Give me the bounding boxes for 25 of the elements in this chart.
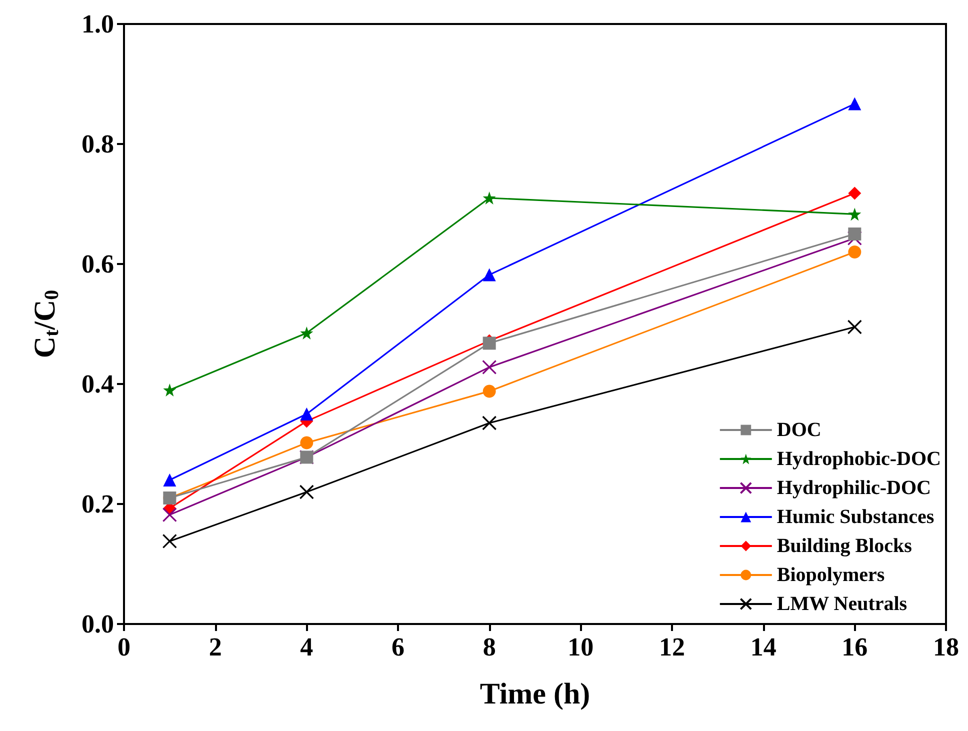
y-tick-label: 0.4 <box>82 370 114 398</box>
y-tick-label: 0.0 <box>82 610 114 638</box>
x-tick-label: 12 <box>659 632 685 662</box>
x-tick-label: 2 <box>208 632 222 662</box>
legend-label: LMW Neutrals <box>776 593 908 615</box>
y-axis-title: Ct/C0 <box>28 290 63 358</box>
y-tick-label: 1.0 <box>82 10 114 38</box>
x-tick-label: 6 <box>392 632 404 662</box>
y-tick-label: 0.8 <box>82 130 114 158</box>
legend-label: Hydrophilic-DOC <box>776 477 931 499</box>
x-tick-label: 16 <box>842 632 868 662</box>
legend-label: Biopolymers <box>776 564 885 586</box>
y-tick-label: 0.6 <box>82 250 114 278</box>
x-tick-label: 18 <box>933 632 959 662</box>
x-tick-label: 8 <box>482 632 496 662</box>
y-tick-label: 0.2 <box>82 490 114 518</box>
legend-label: Humic Substances <box>776 506 934 528</box>
x-tick-label: 10 <box>568 632 594 662</box>
x-tick-label: 14 <box>750 632 776 662</box>
legend-label: DOC <box>776 419 822 441</box>
legend-label: Hydrophobic-DOC <box>776 448 942 470</box>
x-axis-title: Time (h) <box>480 678 590 710</box>
x-tick-label: 4 <box>300 632 314 662</box>
x-tick-label: 0 <box>118 632 130 662</box>
legend-label: Building Blocks <box>776 535 912 557</box>
